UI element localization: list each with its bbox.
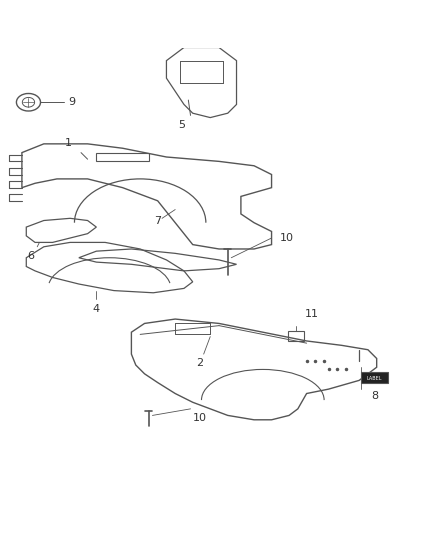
Text: 10: 10 bbox=[193, 413, 207, 423]
Text: 1: 1 bbox=[64, 138, 71, 148]
Text: 8: 8 bbox=[371, 391, 378, 401]
Text: 6: 6 bbox=[27, 251, 34, 261]
Text: 9: 9 bbox=[68, 97, 75, 107]
Text: 11: 11 bbox=[304, 309, 318, 319]
Text: 5: 5 bbox=[178, 120, 185, 130]
Text: 2: 2 bbox=[196, 359, 203, 368]
Text: 4: 4 bbox=[93, 304, 100, 314]
Text: 10: 10 bbox=[280, 233, 294, 243]
Text: LABEL: LABEL bbox=[367, 376, 382, 381]
FancyBboxPatch shape bbox=[361, 373, 388, 383]
Text: 7: 7 bbox=[154, 215, 161, 225]
